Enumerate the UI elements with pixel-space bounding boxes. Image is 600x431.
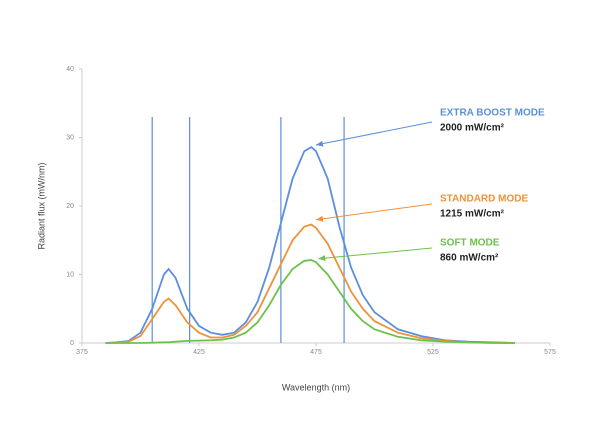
y-tick-label: 30 — [66, 134, 74, 141]
power-label: 860 mW/cm² — [440, 253, 499, 264]
mode-label: SOFT MODE — [440, 238, 500, 249]
x-tick-label: 375 — [76, 349, 88, 356]
y-tick-label: 40 — [66, 66, 74, 73]
y-tick-label: 20 — [66, 203, 74, 210]
annotation-arrow — [315, 203, 433, 222]
x-axis-label: Wavelength (nm) — [282, 382, 350, 392]
x-tick-label: 575 — [544, 349, 556, 356]
mode-label: EXTRA BOOST MODE — [440, 108, 545, 119]
x-tick-label: 425 — [193, 349, 205, 356]
y-axis-label: Radiant flux (mW/nm) — [36, 162, 46, 249]
series-line — [105, 145, 515, 344]
series-line — [105, 259, 515, 344]
power-label: 2000 mW/cm² — [440, 123, 505, 134]
series-line — [105, 223, 515, 344]
x-tick-label: 475 — [310, 349, 322, 356]
annotation-arrow — [315, 121, 433, 147]
y-tick-label: 0 — [70, 340, 74, 347]
y-tick-label: 10 — [66, 271, 74, 278]
mode-label: STANDARD MODE — [440, 194, 528, 205]
annotation-arrow — [318, 247, 433, 262]
x-tick-label: 525 — [427, 349, 439, 356]
power-label: 1215 mW/cm² — [440, 209, 505, 220]
